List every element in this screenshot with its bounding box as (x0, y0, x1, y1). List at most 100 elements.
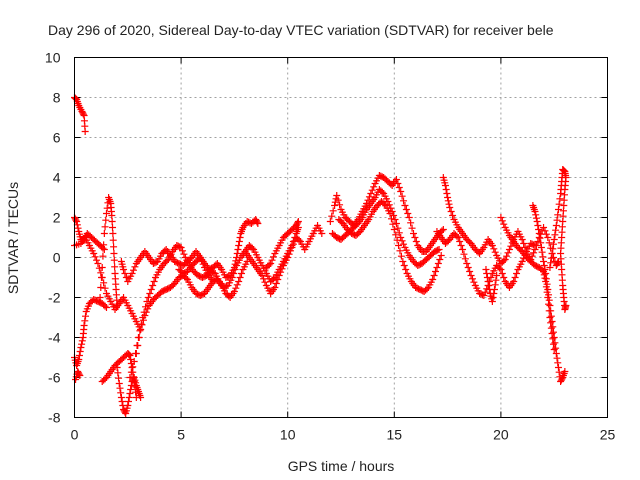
x-tick-label: 10 (280, 427, 296, 443)
data-point (535, 226, 543, 233)
data-point (101, 302, 109, 310)
data-point (265, 261, 273, 269)
data-point (90, 250, 98, 257)
data-point (99, 244, 107, 252)
data-point (318, 230, 326, 237)
data-point (536, 234, 544, 242)
data-point (550, 236, 558, 243)
data-point (548, 330, 556, 337)
y-tick-label: -2 (48, 290, 61, 306)
data-point (260, 275, 268, 283)
data-point (546, 302, 554, 309)
data-point (235, 278, 243, 285)
data-point (261, 278, 269, 286)
data-point (272, 280, 280, 287)
x-tick-label: 20 (493, 427, 509, 443)
data-point (124, 402, 132, 409)
data-point (100, 279, 108, 287)
data-point (547, 319, 555, 327)
data-point (110, 250, 118, 257)
data-point (442, 186, 450, 193)
data-point (540, 271, 548, 279)
data-point (518, 236, 526, 243)
data-track (117, 246, 217, 285)
data-point (470, 278, 478, 286)
data-point (253, 218, 261, 226)
data-point (125, 350, 133, 358)
data-point (81, 317, 89, 325)
data-point (545, 291, 553, 299)
data-point (254, 220, 262, 227)
data-track (241, 222, 326, 297)
data-point (562, 302, 570, 309)
data-point (179, 247, 187, 255)
data-point (547, 254, 555, 262)
data-point (117, 389, 125, 397)
data-point (540, 262, 548, 269)
data-point (401, 202, 409, 209)
data-point (331, 202, 339, 209)
data-point (537, 239, 545, 247)
chart-title: Day 296 of 2020, Sidereal Day-to-day VTE… (48, 22, 554, 38)
data-point (490, 245, 498, 253)
data-point (110, 243, 118, 251)
data-point (380, 200, 388, 208)
data-point (500, 274, 508, 281)
data-point (542, 270, 550, 277)
data-point (288, 244, 296, 251)
data-point (235, 238, 243, 245)
data-point (128, 364, 136, 371)
data-point (551, 339, 559, 347)
data-track (71, 94, 89, 135)
data-point (493, 272, 501, 279)
data-point (277, 268, 285, 276)
data-point (456, 238, 464, 245)
data-point (113, 302, 121, 309)
data-point (127, 356, 135, 363)
data-point (528, 252, 536, 260)
data-point (333, 192, 341, 199)
data-points (71, 94, 570, 417)
data-point (501, 256, 509, 263)
data-point (180, 250, 188, 258)
data-point (463, 260, 471, 267)
data-point (553, 354, 561, 362)
data-point (74, 224, 82, 232)
data-point (129, 266, 137, 274)
data-point (544, 286, 552, 293)
data-point (132, 350, 140, 357)
data-point (289, 240, 297, 248)
y-tick-label: 4 (53, 170, 61, 186)
data-point (411, 234, 419, 241)
data-point (542, 230, 550, 238)
data-point (533, 218, 541, 225)
data-point (125, 351, 133, 359)
data-point (77, 344, 85, 351)
data-point (94, 260, 102, 267)
data-point (141, 312, 149, 319)
data-point (109, 236, 117, 244)
data-point (482, 266, 490, 273)
data-point (532, 214, 540, 222)
data-point (549, 240, 557, 248)
data-point (370, 183, 378, 191)
data-point (404, 210, 412, 217)
data-point (399, 258, 407, 265)
data-point (495, 264, 503, 272)
data-point (492, 276, 500, 284)
data-point (268, 256, 276, 264)
data-point (447, 208, 455, 215)
data-point (423, 285, 431, 293)
data-point (97, 269, 105, 277)
data-point (500, 257, 508, 265)
data-point (96, 294, 104, 301)
data-point (552, 226, 560, 234)
data-point (460, 250, 468, 258)
data-point (75, 370, 83, 378)
data-point (102, 210, 110, 217)
data-point (521, 244, 529, 251)
data-point (102, 216, 110, 224)
data-point (236, 274, 244, 281)
data-point (552, 222, 560, 229)
data-point (550, 334, 558, 341)
